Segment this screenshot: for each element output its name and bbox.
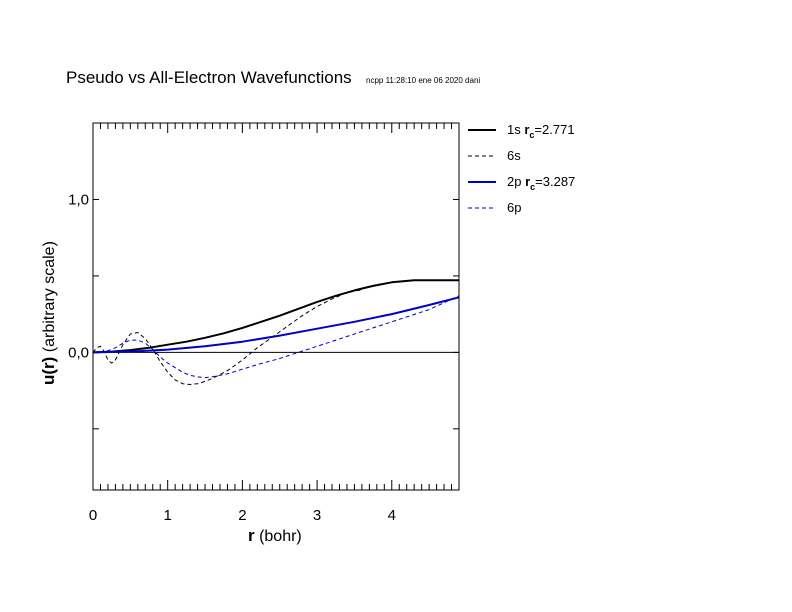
y-tick-label: 1,0: [68, 191, 89, 208]
y-axis-label-unit: (arbitrary scale): [41, 241, 58, 357]
chart-stamp: ncpp 11:28:10 ene 06 2020 dani: [366, 76, 480, 85]
x-tick-label: 0: [89, 507, 97, 524]
legend-label-1s: 1s rc=2.771: [507, 122, 575, 140]
legend-label-2p: 2p rc=3.287: [507, 174, 575, 192]
axis-tick-labels: 0 1 2 3 4 0,0 1,0: [68, 191, 396, 524]
y-axis-label-symbol: u(r): [39, 357, 58, 385]
series-line-6s: [92, 289, 362, 385]
legend-label-6p: 6p: [507, 200, 521, 215]
x-axis-label: r (bohr): [248, 526, 302, 545]
x-tick-label: 3: [313, 507, 321, 524]
legend: 1s rc=2.771 6s 2p rc=3.287 6p: [468, 122, 575, 215]
x-tick-label: 2: [238, 507, 246, 524]
x-tick-label: 1: [164, 507, 172, 524]
series-line-1s: [92, 279, 459, 354]
series-line-2p: [92, 296, 460, 354]
y-tick-label: 0,0: [68, 344, 89, 361]
plot-frame: [92, 122, 460, 491]
chart-title: Pseudo vs All-Electron Wavefunctions: [66, 68, 352, 87]
y-axis-label: u(r) (arbitrary scale): [39, 241, 58, 385]
axis-ticks: [92, 122, 460, 490]
x-tick-label: 4: [388, 507, 396, 524]
series-lines: [92, 279, 460, 385]
x-axis-label-symbol: r: [248, 526, 255, 545]
legend-label-6s: 6s: [507, 148, 521, 163]
x-axis-label-unit: (bohr): [255, 528, 302, 545]
